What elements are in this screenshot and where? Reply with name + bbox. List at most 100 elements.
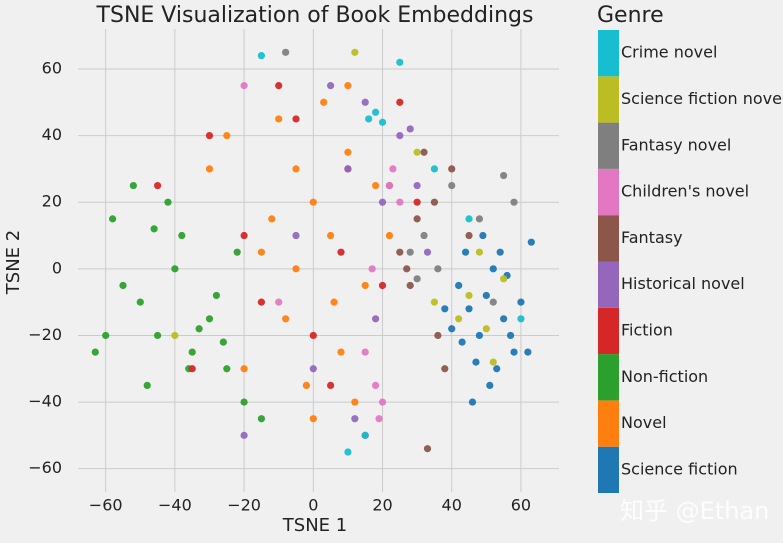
legend-swatch xyxy=(598,354,619,401)
point xyxy=(223,131,231,140)
point xyxy=(212,291,221,300)
point xyxy=(351,415,359,423)
point xyxy=(465,231,473,240)
x-tick-label: −20 xyxy=(227,496,261,515)
point xyxy=(517,315,525,323)
point xyxy=(257,248,266,256)
point xyxy=(423,445,432,453)
point xyxy=(344,165,352,173)
point xyxy=(223,365,231,373)
point xyxy=(371,381,380,390)
point xyxy=(496,248,504,256)
point xyxy=(178,231,186,240)
x-tick-label: 20 xyxy=(372,496,392,515)
point xyxy=(475,248,484,256)
point xyxy=(434,265,442,273)
point xyxy=(482,325,490,333)
point xyxy=(282,315,290,323)
legend-swatch xyxy=(598,446,619,493)
point xyxy=(205,315,214,323)
point xyxy=(344,148,352,156)
point xyxy=(375,415,383,423)
point xyxy=(465,305,473,313)
point xyxy=(351,48,359,56)
watermark: 知乎 @Ethan xyxy=(620,497,769,525)
point xyxy=(292,231,300,240)
point xyxy=(143,381,151,390)
point xyxy=(489,298,497,306)
point xyxy=(406,248,414,256)
point xyxy=(91,348,99,356)
point xyxy=(344,448,352,456)
point xyxy=(164,198,172,206)
point xyxy=(430,198,439,206)
point xyxy=(240,231,248,240)
point xyxy=(448,165,456,173)
point xyxy=(361,431,369,439)
point xyxy=(413,215,421,223)
point xyxy=(406,125,414,133)
point xyxy=(327,82,335,90)
legend-label: Science fiction xyxy=(621,459,738,478)
point xyxy=(406,281,414,290)
point xyxy=(171,331,179,340)
y-tick-label: 0 xyxy=(52,258,62,277)
point xyxy=(309,198,317,206)
point xyxy=(309,365,317,373)
point xyxy=(448,181,456,190)
point xyxy=(434,331,442,340)
point xyxy=(389,165,397,173)
point xyxy=(413,181,421,190)
point xyxy=(240,82,248,90)
point xyxy=(493,365,501,373)
legend-swatch xyxy=(598,215,619,262)
point xyxy=(150,225,158,233)
y-tick-label: −60 xyxy=(28,458,62,477)
point xyxy=(527,238,535,246)
legend-label: Children's novel xyxy=(621,182,749,201)
point xyxy=(517,298,525,306)
point xyxy=(240,431,248,439)
point xyxy=(396,198,404,206)
point xyxy=(365,115,373,123)
legend-label: Crime novel xyxy=(621,43,717,62)
y-tick-label: −40 xyxy=(28,392,62,411)
legend-label: Non-fiction xyxy=(621,367,708,386)
point xyxy=(188,365,196,373)
legend-label: Fiction xyxy=(621,320,673,339)
x-tick-label: 60 xyxy=(511,496,531,515)
point xyxy=(396,98,404,106)
point xyxy=(385,181,394,190)
point xyxy=(385,231,394,240)
point xyxy=(195,325,203,333)
point xyxy=(396,131,404,140)
point xyxy=(292,165,300,173)
point xyxy=(489,265,497,273)
point xyxy=(489,358,497,366)
point xyxy=(396,58,404,66)
point xyxy=(257,298,266,306)
point xyxy=(371,315,380,323)
point xyxy=(129,181,137,190)
point xyxy=(119,281,127,290)
point xyxy=(327,381,335,390)
point xyxy=(205,165,214,173)
legend-label: Historical novel xyxy=(621,274,745,293)
y-axis-label: TSNE 2 xyxy=(3,230,24,295)
point xyxy=(396,248,404,256)
point xyxy=(430,298,439,306)
legend-swatch xyxy=(598,168,619,216)
point xyxy=(257,52,266,60)
point xyxy=(430,165,439,173)
y-tick-label: 60 xyxy=(42,58,62,77)
point xyxy=(330,298,338,306)
point xyxy=(413,148,421,156)
x-axis-label: TSNE 1 xyxy=(282,515,347,536)
point xyxy=(275,115,283,123)
point xyxy=(468,398,477,406)
point xyxy=(344,82,352,90)
point xyxy=(423,248,432,256)
point xyxy=(282,48,290,56)
point xyxy=(171,265,179,273)
